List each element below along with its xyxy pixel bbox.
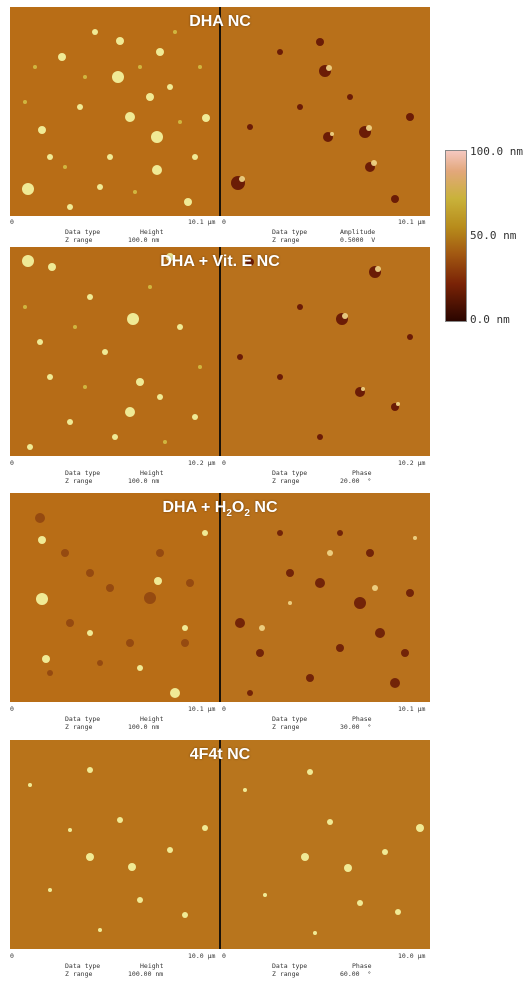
axis-end-label: 10.2 µm <box>188 459 216 467</box>
axis-start-label: 0 <box>10 952 14 960</box>
phase-image <box>220 247 430 456</box>
meta-value: Height <box>140 962 164 970</box>
meta-label: Data type <box>272 962 308 970</box>
phase-map <box>220 493 430 702</box>
panel-meta: 0 10.0 µm 0 10.0 µm Data type Height Z r… <box>10 952 430 982</box>
meta-value: Height <box>140 715 164 723</box>
meta-value: 100.0 nm <box>128 723 160 731</box>
afm-panel-4f4t: 4F4t NC <box>10 740 430 949</box>
panel-title: DHA + H2O2 NC <box>10 499 430 519</box>
afm-panel-dha-h2o2: DHA + H2O2 NC <box>10 493 430 702</box>
phase-map <box>220 247 430 456</box>
afm-panel-dha: DHA NC <box>10 7 430 216</box>
height-map <box>10 7 220 216</box>
afm-panel-dha-vite: DHA + Vit. E NC <box>10 247 430 456</box>
meta-value: 100.00 nm <box>128 970 164 978</box>
title-subscript: 2 <box>226 508 232 520</box>
meta-label: Z range <box>65 236 93 244</box>
panel-divider <box>219 493 221 702</box>
height-map <box>10 247 220 456</box>
axis-end-label: 10.1 µm <box>398 218 426 226</box>
panel-title: DHA NC <box>189 13 251 30</box>
axis-start-label: 0 <box>222 705 226 713</box>
meta-label: Data type <box>65 962 101 970</box>
meta-value: Phase <box>352 715 372 723</box>
title-text: O <box>231 499 245 516</box>
phase-image <box>220 740 430 949</box>
meta-label: Z range <box>272 723 300 731</box>
panel-divider <box>219 7 221 216</box>
meta-value: Amplitude <box>340 228 376 236</box>
height-map <box>10 493 220 702</box>
panel-divider <box>219 740 221 949</box>
meta-value: Phase <box>352 469 372 477</box>
panel-meta: 0 10.2 µm 0 10.2 µm Data type Height Z r… <box>10 459 430 489</box>
title-text: DHA + H <box>162 499 227 516</box>
panel-meta: 0 10.1 µm 0 10.1 µm Data type Height Z r… <box>10 705 430 735</box>
meta-value: 20.00 ° <box>340 477 372 485</box>
title-subscript: 2 <box>244 508 250 520</box>
meta-label: Z range <box>272 970 300 978</box>
title-text: NC <box>249 499 278 516</box>
axis-start-label: 0 <box>222 952 226 960</box>
color-scale-bar <box>445 150 467 322</box>
panel-title: 4F4t NC <box>189 746 251 763</box>
meta-label: Data type <box>65 469 101 477</box>
meta-label: Data type <box>272 228 308 236</box>
height-image <box>10 493 220 702</box>
panel-meta: 0 10.1 µm 0 10.1 µm Data type Height Z r… <box>10 218 430 248</box>
meta-label: Z range <box>272 477 300 485</box>
phase-image <box>220 493 430 702</box>
panel-title: DHA + Vit. E NC <box>160 253 280 270</box>
meta-label: Data type <box>272 715 308 723</box>
amplitude-map <box>220 7 430 216</box>
panel-divider <box>219 247 221 456</box>
scale-top-label: 100.0 nm <box>470 145 523 158</box>
axis-start-label: 0 <box>222 218 226 226</box>
meta-value: Height <box>140 469 164 477</box>
axis-end-label: 10.0 µm <box>188 952 216 960</box>
axis-start-label: 0 <box>10 705 14 713</box>
meta-label: Z range <box>272 236 300 244</box>
axis-end-label: 10.2 µm <box>398 459 426 467</box>
meta-value: 30.00 ° <box>340 723 372 731</box>
axis-start-label: 0 <box>10 459 14 467</box>
amplitude-image <box>220 7 430 216</box>
height-image <box>10 247 220 456</box>
scale-bottom-label: 0.0 nm <box>470 313 510 326</box>
height-image <box>10 7 220 216</box>
height-image <box>10 740 220 949</box>
height-map <box>10 740 220 949</box>
scale-mid-label: 50.0 nm <box>470 229 517 242</box>
meta-value: 60.00 ° <box>340 970 372 978</box>
axis-start-label: 0 <box>222 459 226 467</box>
axis-start-label: 0 <box>10 218 14 226</box>
axis-end-label: 10.1 µm <box>188 218 216 226</box>
phase-map <box>220 740 430 949</box>
meta-value: Phase <box>352 962 372 970</box>
meta-label: Z range <box>65 723 93 731</box>
axis-end-label: 10.1 µm <box>398 705 426 713</box>
meta-label: Z range <box>65 477 93 485</box>
meta-value: 100.0 nm <box>128 477 160 485</box>
axis-end-label: 10.1 µm <box>188 705 216 713</box>
meta-label: Data type <box>65 715 101 723</box>
meta-value: 0.5000 V <box>340 236 376 244</box>
meta-value: 100.0 nm <box>128 236 160 244</box>
axis-end-label: 10.0 µm <box>398 952 426 960</box>
meta-label: Data type <box>65 228 101 236</box>
meta-label: Data type <box>272 469 308 477</box>
meta-label: Z range <box>65 970 93 978</box>
meta-value: Height <box>140 228 164 236</box>
